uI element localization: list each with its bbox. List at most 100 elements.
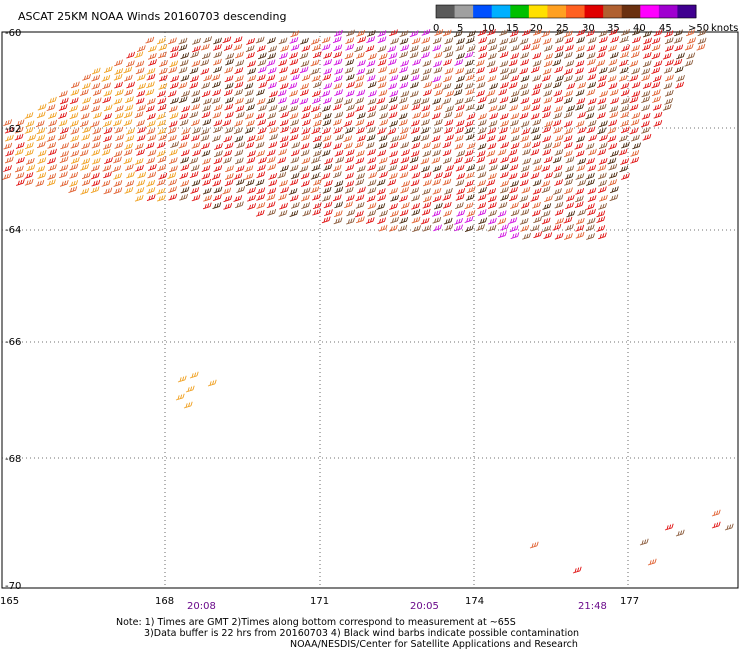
wind-barb [311,156,320,164]
wind-barb [497,210,507,218]
wind-barb [225,58,234,66]
wind-barb [224,66,234,74]
wind-barb [499,96,509,104]
wind-barb [455,67,465,75]
wind-barb [510,119,519,127]
wind-barb [355,104,365,112]
wind-barb [443,209,452,217]
wind-barb [245,141,255,149]
wind-barb [47,157,56,165]
wind-barb [564,172,574,180]
wind-barb [410,187,420,194]
wind-barb [455,164,465,172]
wind-barb [80,112,90,120]
wind-barb [136,74,146,81]
wind-barb [322,134,332,142]
legend-tick-label: 0 [433,23,439,34]
wind-barb [530,127,540,134]
wind-barb [169,165,178,173]
wind-barb [377,30,387,37]
wind-barb [520,208,530,216]
wind-barb [642,133,652,141]
wind-barb [268,81,277,89]
wind-barb [587,36,597,44]
wind-barb [420,217,430,225]
wind-barb [312,193,321,201]
wind-barb [487,172,497,180]
wind-barb [247,60,256,68]
wind-barb [4,126,14,134]
wind-barb [390,210,399,218]
wind-barb [400,90,410,98]
wind-barb [213,104,223,112]
wind-barb [301,187,311,195]
time-label-3: 21:48 [578,601,607,612]
wind-barb [80,187,90,195]
wind-barb [114,59,123,67]
wind-barb [566,82,576,90]
wind-barb [519,171,529,179]
wind-barb [203,36,213,43]
wind-barb [409,30,419,38]
wind-barb [269,133,278,141]
wind-barb [641,67,651,75]
wind-barb [112,119,122,127]
wind-barb [183,401,193,409]
wind-barb [454,224,463,232]
wind-barb [124,164,134,171]
wind-barb [599,134,608,142]
wind-barb [509,104,519,112]
wind-barb [201,172,211,180]
wind-barb [565,60,575,67]
wind-barb [368,90,377,98]
wind-barb [541,111,551,119]
wind-barb [697,37,707,45]
wind-barb [476,81,486,89]
wind-barbs [2,28,734,574]
wind-barb [541,186,551,194]
wind-barb [212,202,222,210]
wind-barb [510,209,520,217]
wind-barb [146,81,155,89]
wind-barb [322,105,331,112]
wind-barb [126,60,135,68]
wind-barb [543,96,553,104]
wind-barb [629,60,639,67]
wind-barb [664,523,674,531]
wind-barb [288,188,298,195]
wind-barb [574,201,584,209]
wind-barb [663,82,673,90]
wind-barb [543,60,553,68]
wind-barb [333,217,343,225]
legend-swatch [510,5,530,18]
wind-barb [642,82,652,89]
wind-barb [299,97,309,105]
wind-barb [333,127,342,134]
wind-barb [290,201,300,209]
wind-barb [508,82,518,89]
wind-barb [290,30,300,38]
wind-barb [212,111,222,119]
wind-barb [510,142,520,150]
wind-barb [301,44,311,52]
legend-swatch [566,5,586,18]
wind-barb [510,134,520,142]
wind-barb [399,195,408,202]
wind-barb [652,75,662,83]
wind-barb [663,66,673,74]
wind-barb [233,36,243,44]
wind-barb [192,127,201,135]
wind-barb [234,67,244,74]
wind-barb [553,165,563,172]
wind-barb [621,28,630,36]
wind-barb [355,74,365,82]
wind-barb [520,75,530,83]
wind-barb [280,165,289,172]
wind-barb [168,120,178,128]
wind-barb [488,120,498,128]
wind-barb [465,194,475,201]
wind-barb [158,172,168,180]
wind-barb [37,103,47,111]
wind-barb [246,52,255,59]
